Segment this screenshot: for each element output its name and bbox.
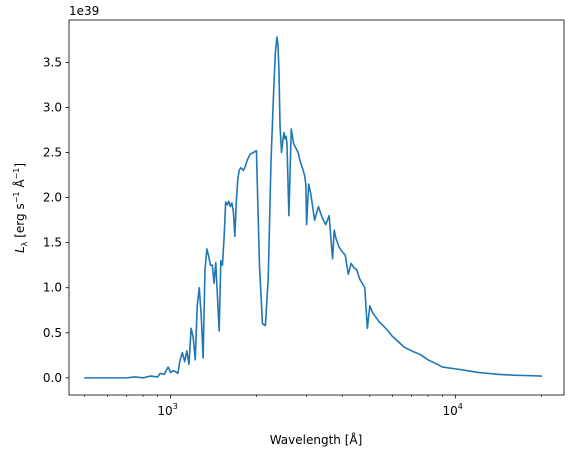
- x-tick-label-1: 104: [442, 402, 462, 418]
- y-axis-label-subscript: λ: [20, 241, 29, 246]
- y-axis-label-symbol: L: [13, 246, 27, 253]
- y-tick-label-1: 0.5: [43, 326, 62, 340]
- y-axis-label-unit-mid: Å: [12, 179, 27, 192]
- x-tick-label-0: 103: [157, 402, 177, 418]
- y-tick-label-2: 1.0: [43, 281, 62, 295]
- axes-ticks: 0.0 0.5 1.0 1.5 2.0 2.5 3.0 3.5 103 104: [43, 55, 542, 418]
- y-axis-label: Lλ [erg s−1 Å−1]: [12, 163, 29, 253]
- x-axis-label: Wavelength [Å]: [270, 432, 363, 447]
- y-tick-label-6: 3.0: [43, 100, 62, 114]
- series-line-0: [84, 36, 543, 379]
- y-tick-label-0: 0.0: [43, 371, 62, 385]
- y-tick-label-5: 2.5: [43, 146, 62, 160]
- y-tick-label-4: 2.0: [43, 191, 62, 205]
- axes-frame: [68, 19, 565, 396]
- y-axis-label-unit-close: ]: [13, 163, 27, 168]
- y-tick-label-3: 1.5: [43, 236, 62, 250]
- y-axis-label-exp2: −1: [12, 168, 21, 180]
- y-tick-label-7: 3.5: [43, 55, 62, 69]
- y-offset-label: 1e39: [69, 4, 99, 18]
- y-axis-label-unit-open: [erg s: [13, 203, 27, 241]
- y-axis-label-exp1: −1: [12, 192, 21, 204]
- plot-area: [84, 36, 543, 379]
